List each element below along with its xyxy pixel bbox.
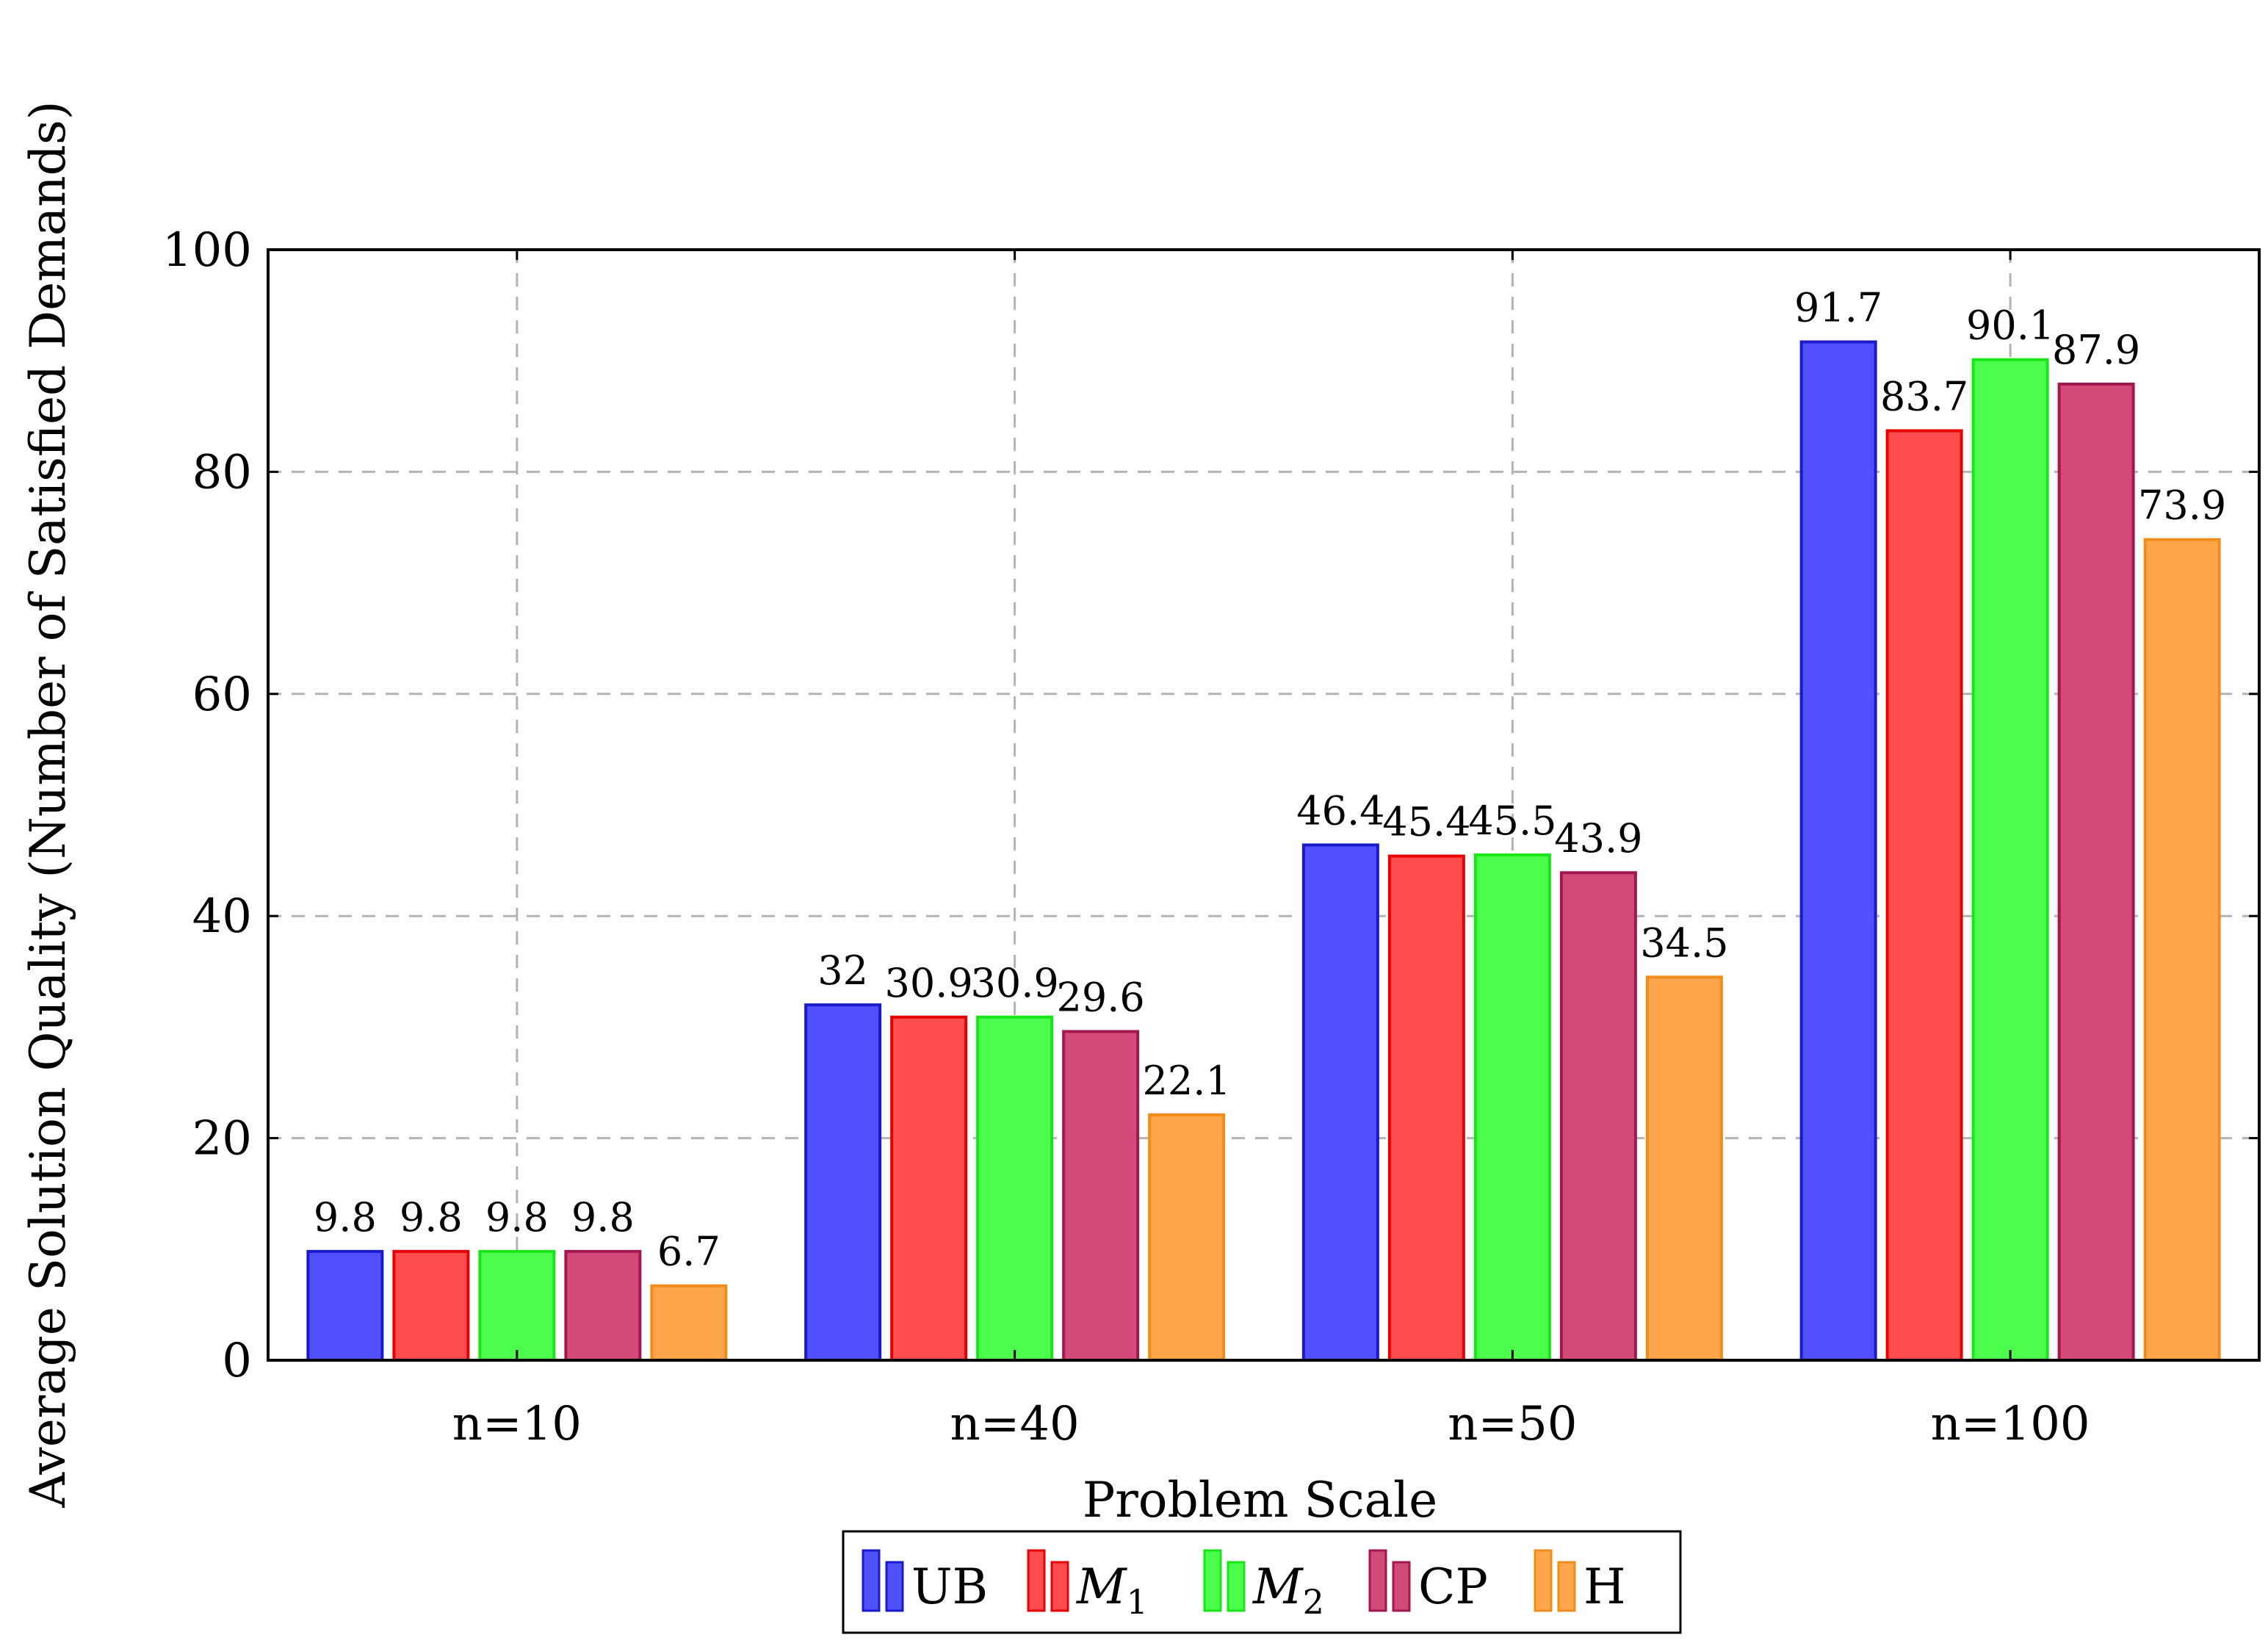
axis-ticks: 0 20 40 60 80 100 n=10 n=40 n=50 n=100 — [162, 223, 2259, 1451]
bar — [976, 1015, 1054, 1362]
legend-swatch — [1392, 1561, 1411, 1612]
plot-frame — [267, 248, 2261, 1362]
bar — [1885, 429, 1963, 1362]
bar — [804, 1003, 882, 1362]
bar — [1559, 871, 1637, 1362]
data-label: 90.1 — [1966, 303, 2054, 349]
bar — [1301, 843, 1379, 1362]
data-label: 9.8 — [485, 1194, 549, 1241]
y-tick-label: 80 — [192, 445, 252, 499]
legend-swatch — [1050, 1561, 1069, 1612]
bar — [1971, 358, 2049, 1362]
data-label: 9.8 — [400, 1194, 463, 1241]
bar — [1473, 853, 1551, 1362]
legend-swatch — [1203, 1549, 1222, 1612]
data-label: 9.8 — [571, 1194, 635, 1241]
bar — [650, 1284, 728, 1362]
bars — [306, 340, 2221, 1362]
data-label: 87.9 — [2052, 327, 2140, 373]
legend-swatch — [862, 1549, 881, 1612]
data-label: 91.7 — [1794, 284, 1882, 331]
bar — [2143, 538, 2221, 1362]
legend-swatch — [1534, 1549, 1553, 1612]
y-tick-label: 0 — [222, 1334, 252, 1388]
x-tick-label: n=40 — [950, 1397, 1079, 1451]
data-label: 6.7 — [657, 1229, 721, 1275]
legend-swatch — [885, 1561, 904, 1612]
legend-label: M1 — [1076, 1559, 1148, 1622]
bar — [2057, 382, 2135, 1362]
bar — [306, 1249, 384, 1362]
y-tick-label: 40 — [192, 889, 252, 944]
bar — [890, 1015, 968, 1362]
bar — [564, 1249, 642, 1362]
data-label: 83.7 — [1880, 373, 1968, 419]
legend-label: CP — [1418, 1559, 1488, 1615]
bar — [1148, 1113, 1226, 1362]
bar — [392, 1249, 470, 1362]
bar — [1387, 854, 1465, 1362]
data-label: 43.9 — [1554, 815, 1642, 862]
data-label: 29.6 — [1057, 974, 1145, 1020]
y-axis-title: Average Solution Quality (Number of Sati… — [20, 101, 76, 1508]
x-tick-label: n=50 — [1448, 1397, 1577, 1451]
legend-swatch — [1368, 1549, 1387, 1612]
data-label: 46.4 — [1296, 787, 1384, 834]
y-tick-label: 100 — [162, 223, 252, 278]
legend-label: H — [1583, 1559, 1626, 1615]
data-labels: 9.8 32 46.4 91.7 9.8 30.9 45.4 83.7 9.8 30.9 45.5 9… — [314, 284, 2226, 1274]
data-label: 30.9 — [971, 960, 1059, 1006]
x-tick-label: n=100 — [1931, 1397, 2090, 1451]
data-label: 34.5 — [1640, 920, 1728, 966]
bar — [478, 1249, 556, 1362]
y-tick-label: 20 — [192, 1112, 252, 1166]
legend-swatch — [1027, 1549, 1046, 1612]
legend-swatch — [1227, 1561, 1246, 1612]
bar — [1062, 1030, 1140, 1362]
data-label: 45.4 — [1382, 799, 1470, 845]
bar — [1645, 975, 1723, 1362]
legend-label: M2 — [1252, 1559, 1324, 1622]
data-label: 32 — [817, 947, 868, 994]
data-label: 22.1 — [1143, 1058, 1231, 1104]
x-axis-title: Problem Scale — [1083, 1472, 1437, 1528]
legend-label: UB — [911, 1559, 988, 1615]
data-label: 9.8 — [314, 1194, 377, 1241]
x-tick-label: n=10 — [452, 1397, 582, 1451]
legend-swatch — [1557, 1561, 1576, 1612]
data-label: 45.5 — [1468, 798, 1556, 844]
legend: UB M1 M2 CP H — [842, 1530, 1682, 1634]
bar — [1799, 340, 1877, 1362]
data-label: 30.9 — [885, 960, 973, 1006]
data-label: 73.9 — [2138, 483, 2226, 529]
y-tick-label: 60 — [192, 668, 252, 722]
